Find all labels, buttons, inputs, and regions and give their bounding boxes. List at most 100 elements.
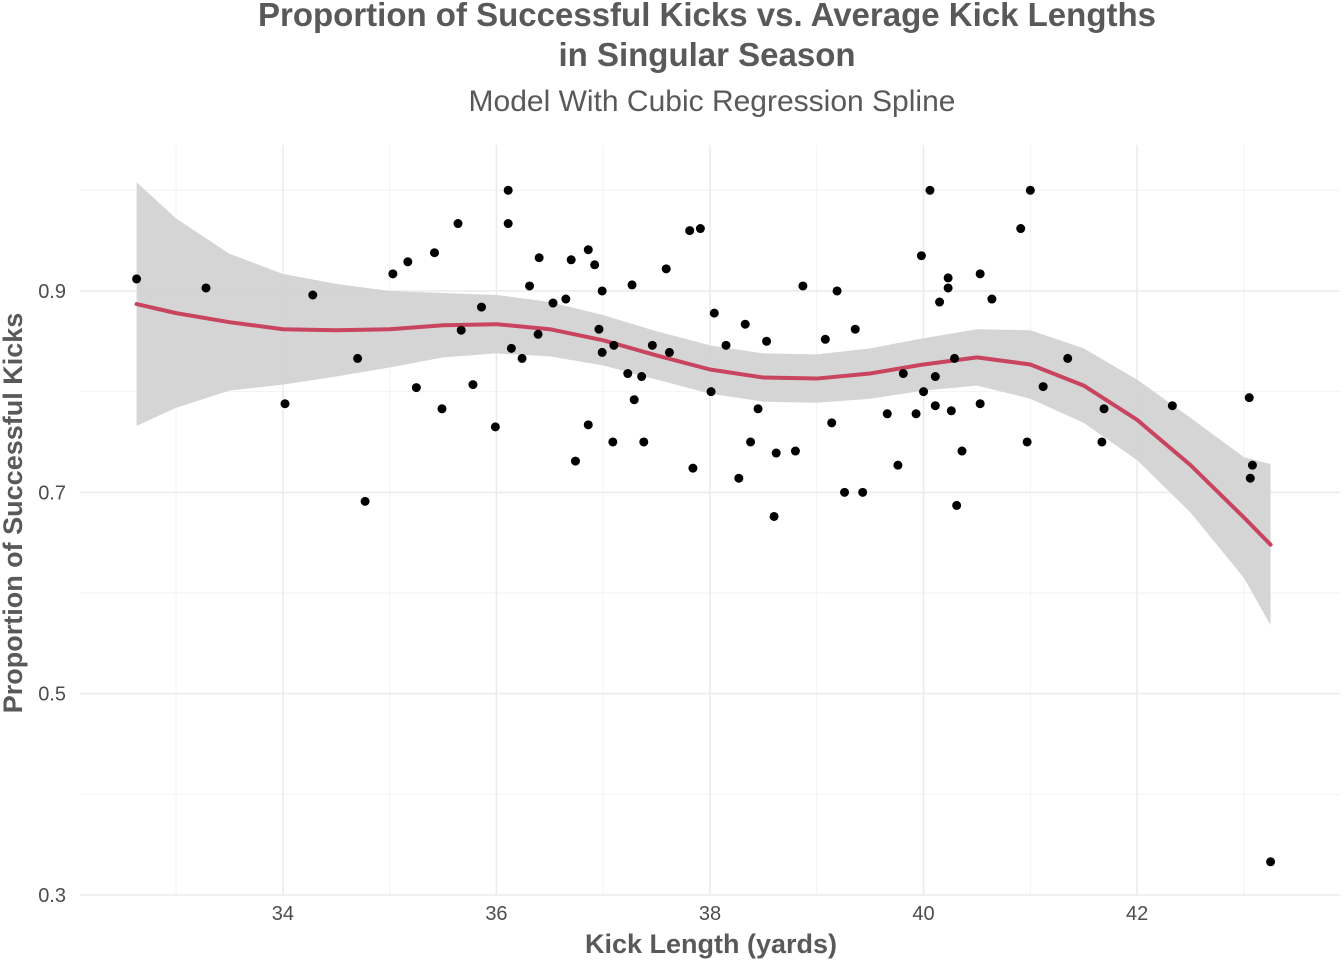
data-point bbox=[411, 383, 421, 393]
data-point bbox=[437, 404, 447, 414]
data-point bbox=[709, 308, 719, 318]
data-point bbox=[1022, 437, 1032, 447]
data-point bbox=[590, 260, 600, 270]
data-point bbox=[456, 325, 466, 335]
data-point bbox=[608, 437, 618, 447]
y-axis-label: Proportion of Successful Kicks bbox=[0, 313, 28, 714]
data-point bbox=[1097, 437, 1107, 447]
x-tick-label: 42 bbox=[1126, 903, 1148, 925]
data-point bbox=[706, 387, 716, 397]
data-point bbox=[820, 334, 830, 344]
confidence-band-layer bbox=[136, 182, 1271, 626]
data-point bbox=[930, 372, 940, 382]
data-point bbox=[762, 336, 772, 346]
data-point bbox=[919, 387, 929, 397]
data-point bbox=[534, 253, 544, 263]
y-tick-label: 0.3 bbox=[38, 885, 66, 907]
data-point bbox=[1266, 857, 1276, 867]
data-point bbox=[746, 437, 756, 447]
data-point bbox=[430, 248, 440, 258]
data-point bbox=[597, 347, 607, 357]
data-point bbox=[952, 500, 962, 510]
data-point bbox=[1167, 401, 1177, 411]
data-point bbox=[201, 283, 211, 293]
data-point bbox=[468, 380, 478, 390]
major-gridlines bbox=[80, 145, 1340, 896]
data-point bbox=[308, 290, 318, 300]
data-point bbox=[506, 343, 516, 353]
data-point bbox=[740, 319, 750, 329]
chart-subtitle: Model With Cubic Regression Spline bbox=[468, 85, 956, 118]
x-axis-ticks: 34 36 38 40 42 bbox=[272, 903, 1148, 925]
data-point bbox=[360, 496, 370, 506]
data-point bbox=[1063, 353, 1073, 363]
data-point bbox=[583, 420, 593, 430]
data-point bbox=[533, 329, 543, 339]
data-point bbox=[850, 324, 860, 334]
data-point bbox=[561, 294, 571, 304]
data-point bbox=[943, 283, 953, 293]
data-point bbox=[548, 298, 558, 308]
data-point bbox=[827, 418, 837, 428]
x-tick-label: 34 bbox=[272, 903, 294, 925]
data-point bbox=[1025, 185, 1035, 195]
data-point bbox=[647, 340, 657, 350]
data-point bbox=[946, 406, 956, 416]
data-point bbox=[935, 297, 945, 307]
data-point bbox=[1247, 460, 1257, 470]
data-point bbox=[132, 274, 142, 284]
data-point bbox=[623, 369, 633, 379]
data-point bbox=[597, 286, 607, 296]
data-point bbox=[594, 324, 604, 334]
data-point bbox=[1245, 473, 1255, 483]
y-tick-label: 0.7 bbox=[38, 482, 66, 504]
data-point bbox=[790, 446, 800, 456]
y-axis-ticks: 0.3 0.5 0.7 0.9 bbox=[38, 281, 66, 907]
data-point bbox=[503, 185, 513, 195]
data-point bbox=[916, 251, 926, 261]
data-point bbox=[609, 340, 619, 350]
data-point bbox=[353, 353, 363, 363]
data-point bbox=[898, 369, 908, 379]
data-point bbox=[525, 281, 535, 291]
x-tick-label: 40 bbox=[912, 903, 934, 925]
data-point bbox=[798, 281, 808, 291]
data-point bbox=[882, 409, 892, 419]
data-point bbox=[664, 347, 674, 357]
data-point bbox=[566, 255, 576, 265]
y-tick-label: 0.9 bbox=[38, 281, 66, 303]
data-point bbox=[950, 353, 960, 363]
data-point bbox=[753, 404, 763, 414]
spline-fit-line bbox=[134, 302, 1273, 547]
data-point bbox=[1016, 224, 1026, 234]
data-point bbox=[583, 245, 593, 255]
data-point bbox=[1244, 393, 1254, 403]
fit-line-layer bbox=[134, 302, 1273, 547]
data-point bbox=[685, 226, 695, 236]
data-point bbox=[975, 269, 985, 279]
data-point bbox=[1038, 382, 1048, 392]
data-point bbox=[893, 460, 903, 470]
x-tick-label: 38 bbox=[699, 903, 721, 925]
data-point bbox=[734, 473, 744, 483]
x-tick-label: 36 bbox=[485, 903, 507, 925]
x-axis-label: Kick Length (yards) bbox=[585, 929, 837, 959]
data-point bbox=[695, 224, 705, 234]
data-point bbox=[858, 487, 868, 497]
data-point bbox=[975, 399, 985, 409]
data-point bbox=[930, 401, 940, 411]
data-point bbox=[570, 456, 580, 466]
data-point bbox=[832, 286, 842, 296]
data-point bbox=[490, 422, 500, 432]
data-point bbox=[911, 409, 921, 419]
data-point bbox=[280, 399, 290, 409]
data-point bbox=[957, 446, 967, 456]
data-point bbox=[517, 353, 527, 363]
data-point bbox=[503, 219, 513, 229]
data-point bbox=[840, 487, 850, 497]
data-point bbox=[476, 302, 486, 312]
y-tick-label: 0.5 bbox=[38, 684, 66, 706]
data-point bbox=[987, 294, 997, 304]
data-point bbox=[637, 372, 647, 382]
